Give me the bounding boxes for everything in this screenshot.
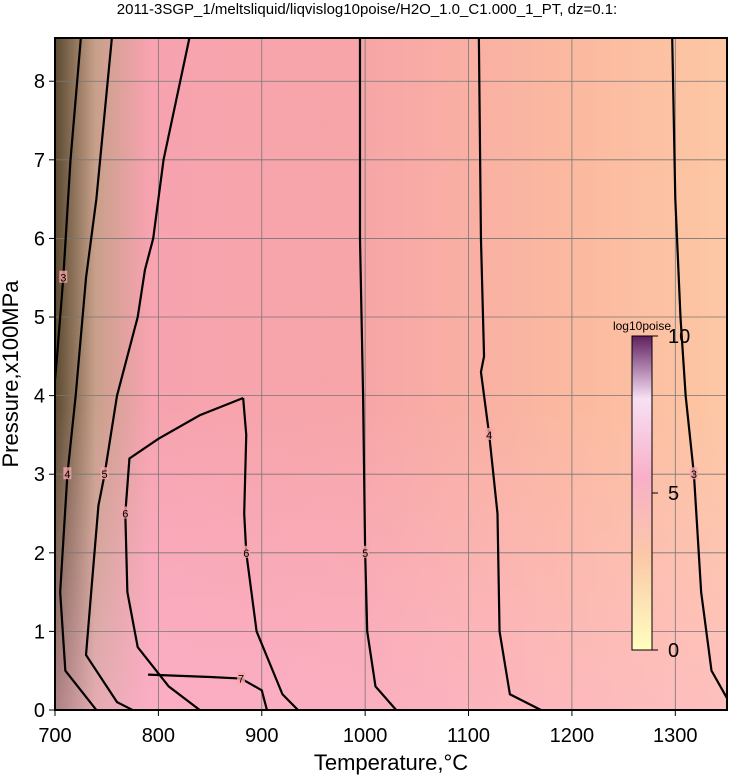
contour-label-bg — [689, 467, 698, 480]
contour-line — [671, 37, 728, 699]
x-tick-label: 1300 — [653, 725, 698, 747]
contour-label: 4 — [486, 430, 492, 442]
contour-label: 3 — [691, 469, 697, 481]
contour-label: 6 — [122, 509, 128, 521]
colorbar-tick-label: 5 — [668, 483, 679, 505]
contour-label-bg — [237, 671, 246, 684]
colorbar-label: log10poise — [613, 319, 671, 333]
contour-label-bg — [63, 467, 72, 480]
x-tick-label: 1000 — [343, 725, 388, 747]
contour-label: 6 — [243, 548, 249, 560]
plot-shade — [55, 38, 727, 710]
y-tick-label: 7 — [34, 150, 45, 172]
y-tick-label: 1 — [34, 621, 45, 643]
colorbar — [631, 335, 653, 651]
contour-label-bg — [100, 467, 109, 480]
contour-label: 5 — [102, 469, 108, 481]
x-tick-label: 1100 — [447, 725, 490, 747]
x-tick-label: 700 — [38, 725, 71, 747]
chart-title: 2011-3SGP_1/meltsliquid/liqvislog10poise… — [117, 1, 617, 18]
x-tick-label: 900 — [245, 725, 278, 747]
x-axis-label: Temperature,°C — [314, 750, 468, 775]
contour-label: 7 — [238, 674, 244, 686]
contour-line — [59, 37, 113, 711]
contour-line — [84, 37, 191, 711]
contour-label-bg — [121, 506, 130, 519]
y-tick-label: 2 — [34, 543, 45, 565]
y-tick-label: 3 — [34, 464, 45, 486]
contour-label-bg — [59, 270, 68, 283]
contour-label: 4 — [64, 469, 70, 481]
contour-label-bg — [485, 427, 494, 440]
contour-label-bg — [361, 545, 370, 558]
y-tick-label: 8 — [34, 71, 45, 93]
y-tick-label: 5 — [34, 307, 45, 329]
plot-layer: 3 4 5 6 6 5 4 3 7 — [53, 37, 728, 711]
colorbar-tick-label: 0 — [668, 640, 679, 662]
y-tick-label: 6 — [34, 228, 45, 250]
colorbar-tick-label: 10 — [668, 326, 690, 348]
x-tick-label: 1200 — [550, 725, 595, 747]
contour-label-bg — [242, 545, 251, 558]
y-tick-label: 4 — [34, 386, 45, 408]
plot-frame — [54, 37, 728, 711]
y-tick-label: 0 — [34, 700, 45, 722]
contour-label: 3 — [60, 273, 66, 285]
y-axis-label: Pressure,x100MPa — [0, 280, 23, 468]
x-tick-label: 800 — [142, 725, 175, 747]
contour-label: 5 — [362, 548, 368, 560]
